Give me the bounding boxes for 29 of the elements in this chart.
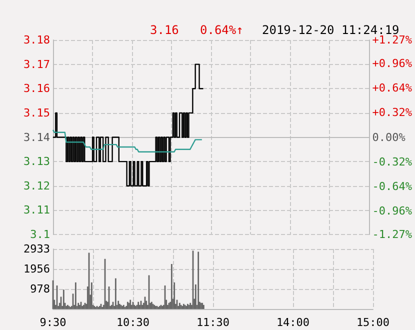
y-tick-label: 3.17 [24, 58, 50, 71]
y-tick-label: 3.14 [24, 130, 50, 144]
y-tick-label: 1956 [24, 262, 50, 276]
line-series [52, 129, 203, 152]
x-tick-label: 11:30 [196, 316, 230, 329]
y2-tick-label: -1.27% [372, 228, 412, 241]
y2-tick-label: -0.32% [372, 155, 412, 168]
x-tick-label: 10:30 [116, 316, 150, 329]
y2-tick-label: 0.00% [372, 130, 406, 144]
y-tick-label: 3.11 [24, 204, 50, 217]
y-tick-label: 3.16 [24, 82, 50, 96]
y2-tick-label: +0.64% [372, 82, 412, 95]
y-tick-label: 3.1 [30, 228, 50, 241]
y-tick-label: 3.18 [24, 34, 50, 46]
x-tick-label: 15:00 [356, 316, 390, 329]
y2-tick-label: +0.96% [372, 57, 412, 70]
y-tick-label: 978 [30, 282, 50, 296]
y-tick-label: 3.13 [24, 155, 50, 168]
x-tick-label: 9:30 [40, 316, 66, 329]
y2-tick-label: +1.27% [372, 34, 412, 46]
x-tick-label: 14:00 [276, 316, 310, 329]
text: 0.64%↑ [200, 23, 244, 37]
y2-tick-label: +0.32% [372, 106, 412, 120]
y2-tick-label: -0.64% [372, 180, 412, 193]
text: 3.16 [150, 23, 179, 37]
y-tick-label: 2933 [24, 242, 50, 256]
y-tick-label: 3.15 [24, 106, 50, 120]
y-tick-label: 3.12 [24, 179, 50, 192]
y2-tick-label: -0.96% [372, 204, 412, 218]
